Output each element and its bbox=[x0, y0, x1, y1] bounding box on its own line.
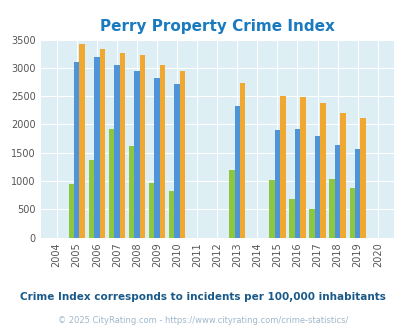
Bar bbox=[174, 84, 179, 238]
Bar bbox=[354, 149, 360, 238]
Bar bbox=[289, 199, 294, 238]
Bar bbox=[99, 49, 104, 238]
Bar bbox=[154, 78, 159, 238]
Title: Perry Property Crime Index: Perry Property Crime Index bbox=[100, 19, 334, 34]
Bar bbox=[88, 159, 94, 238]
Bar bbox=[279, 96, 285, 238]
Bar bbox=[79, 44, 85, 238]
Bar bbox=[239, 83, 245, 238]
Bar bbox=[309, 209, 314, 238]
Bar bbox=[269, 181, 274, 238]
Bar bbox=[149, 183, 154, 238]
Bar bbox=[274, 130, 279, 238]
Bar bbox=[119, 52, 125, 238]
Bar bbox=[294, 129, 299, 238]
Bar bbox=[228, 170, 234, 238]
Bar bbox=[109, 129, 114, 238]
Bar bbox=[329, 179, 334, 238]
Bar bbox=[314, 136, 320, 238]
Text: Crime Index corresponds to incidents per 100,000 inhabitants: Crime Index corresponds to incidents per… bbox=[20, 292, 385, 302]
Bar bbox=[168, 191, 174, 238]
Legend: Perry, Michigan, National: Perry, Michigan, National bbox=[97, 326, 337, 330]
Bar bbox=[234, 106, 239, 238]
Bar bbox=[339, 113, 345, 238]
Bar bbox=[114, 65, 119, 238]
Bar bbox=[139, 55, 145, 238]
Bar bbox=[94, 56, 99, 238]
Text: © 2025 CityRating.com - https://www.cityrating.com/crime-statistics/: © 2025 CityRating.com - https://www.city… bbox=[58, 315, 347, 325]
Bar bbox=[360, 118, 365, 238]
Bar bbox=[159, 65, 165, 238]
Bar bbox=[179, 71, 185, 238]
Bar bbox=[74, 62, 79, 238]
Bar bbox=[128, 146, 134, 238]
Bar bbox=[320, 103, 325, 238]
Bar bbox=[134, 71, 139, 238]
Bar bbox=[349, 188, 354, 238]
Bar bbox=[334, 145, 339, 238]
Bar bbox=[68, 184, 74, 238]
Bar bbox=[299, 97, 305, 238]
